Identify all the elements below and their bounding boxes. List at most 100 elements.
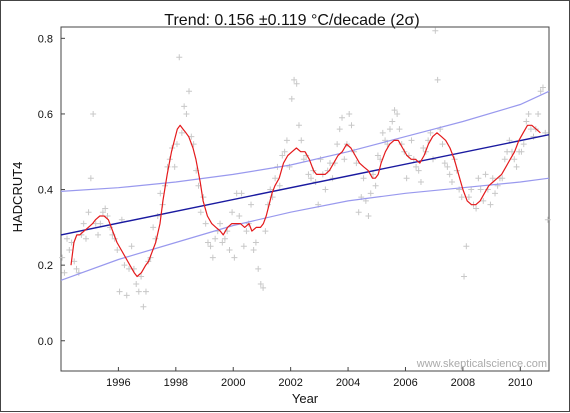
monthly-point (281, 148, 288, 155)
monthly-point (128, 243, 135, 250)
monthly-point (537, 88, 544, 95)
monthly-point (353, 160, 360, 167)
monthly-point (140, 303, 147, 310)
monthly-point (448, 178, 455, 185)
monthly-point (477, 186, 484, 193)
monthly-point (95, 231, 102, 238)
monthly-point (355, 209, 362, 216)
y-axis-label: HADCRUT4 (10, 162, 25, 233)
monthly-point (202, 220, 209, 227)
monthly-point (150, 224, 157, 231)
monthly-point (204, 239, 211, 246)
y-tick-label: 0.2 (38, 260, 53, 272)
monthly-point (295, 122, 302, 129)
monthly-point (257, 281, 264, 288)
x-tick-label: 2000 (221, 377, 245, 389)
monthly-point (489, 175, 496, 182)
monthly-point (73, 265, 80, 272)
monthly-point (157, 190, 164, 197)
monthly-point (511, 156, 518, 163)
monthly-point (219, 239, 226, 246)
trend-line-group (60, 134, 550, 236)
monthly-point (530, 133, 537, 140)
x-tick-label: 2004 (336, 377, 360, 389)
lower-confidence-line (60, 177, 550, 281)
monthly-point (535, 110, 542, 117)
monthly-point (465, 194, 472, 201)
monthly-point (61, 269, 68, 276)
monthly-point (272, 175, 279, 182)
monthly-point (475, 175, 482, 182)
monthly-point (250, 247, 257, 254)
x-tick-label: 1996 (106, 377, 130, 389)
monthly-point (525, 110, 532, 117)
monthly-point (417, 178, 424, 185)
monthly-point (102, 205, 109, 212)
monthly-point (360, 175, 367, 182)
monthly-point (473, 205, 480, 212)
monthly-point (293, 80, 300, 87)
monthly-point (243, 228, 250, 235)
monthly-point (441, 160, 448, 167)
monthly-point (64, 235, 71, 242)
monthly-point (138, 273, 145, 280)
monthly-point (372, 182, 379, 189)
monthly-point (520, 141, 527, 148)
monthly-point (173, 141, 180, 148)
monthly-point (346, 110, 353, 117)
monthly-point (291, 76, 298, 83)
monthly-point (178, 129, 185, 136)
monthly-point (66, 247, 73, 254)
monthly-point (458, 194, 465, 201)
monthly-point (260, 284, 267, 291)
running-mean-line (70, 124, 541, 278)
monthly-point (391, 107, 398, 114)
monthly-point (176, 54, 183, 61)
trend-line (60, 134, 550, 236)
y-tick-label: 0.0 (38, 336, 53, 348)
x-tick-label: 2008 (451, 377, 475, 389)
monthly-points (59, 27, 551, 310)
monthly-point (217, 220, 224, 227)
monthly-point (183, 110, 190, 117)
monthly-point (255, 265, 262, 272)
monthly-point (104, 213, 111, 220)
monthly-point (85, 209, 92, 216)
x-tick-label: 2010 (508, 377, 532, 389)
monthly-point (236, 213, 243, 220)
monthly-point (501, 156, 508, 163)
monthly-point (59, 254, 66, 261)
watermark: www.skepticalscience.com (416, 358, 547, 370)
monthly-point (379, 129, 386, 136)
monthly-point (439, 141, 446, 148)
y-tick-label: 0.6 (38, 109, 53, 121)
x-tick-label: 2002 (278, 377, 302, 389)
monthly-point (403, 175, 410, 182)
monthly-point (499, 175, 506, 182)
monthly-point (523, 118, 530, 125)
monthly-point (209, 254, 216, 261)
x-tick-label: 1998 (164, 377, 188, 389)
monthly-point (308, 175, 315, 182)
monthly-point (279, 152, 286, 159)
monthly-point (186, 88, 193, 95)
monthly-point (80, 220, 87, 227)
monthly-point (487, 201, 494, 208)
monthly-point (394, 110, 401, 117)
monthly-point (114, 247, 121, 254)
monthly-point (197, 209, 204, 216)
monthly-point (539, 84, 546, 91)
x-tick-label: 2006 (393, 377, 417, 389)
monthly-point (152, 235, 159, 242)
monthly-point (116, 288, 123, 295)
monthly-point (135, 288, 142, 295)
monthly-point (87, 175, 94, 182)
monthly-point (71, 258, 78, 265)
monthly-point (386, 126, 393, 133)
monthly-point (544, 216, 551, 223)
monthly-point (207, 243, 214, 250)
running-mean-group (70, 124, 541, 278)
monthly-point (212, 235, 219, 242)
